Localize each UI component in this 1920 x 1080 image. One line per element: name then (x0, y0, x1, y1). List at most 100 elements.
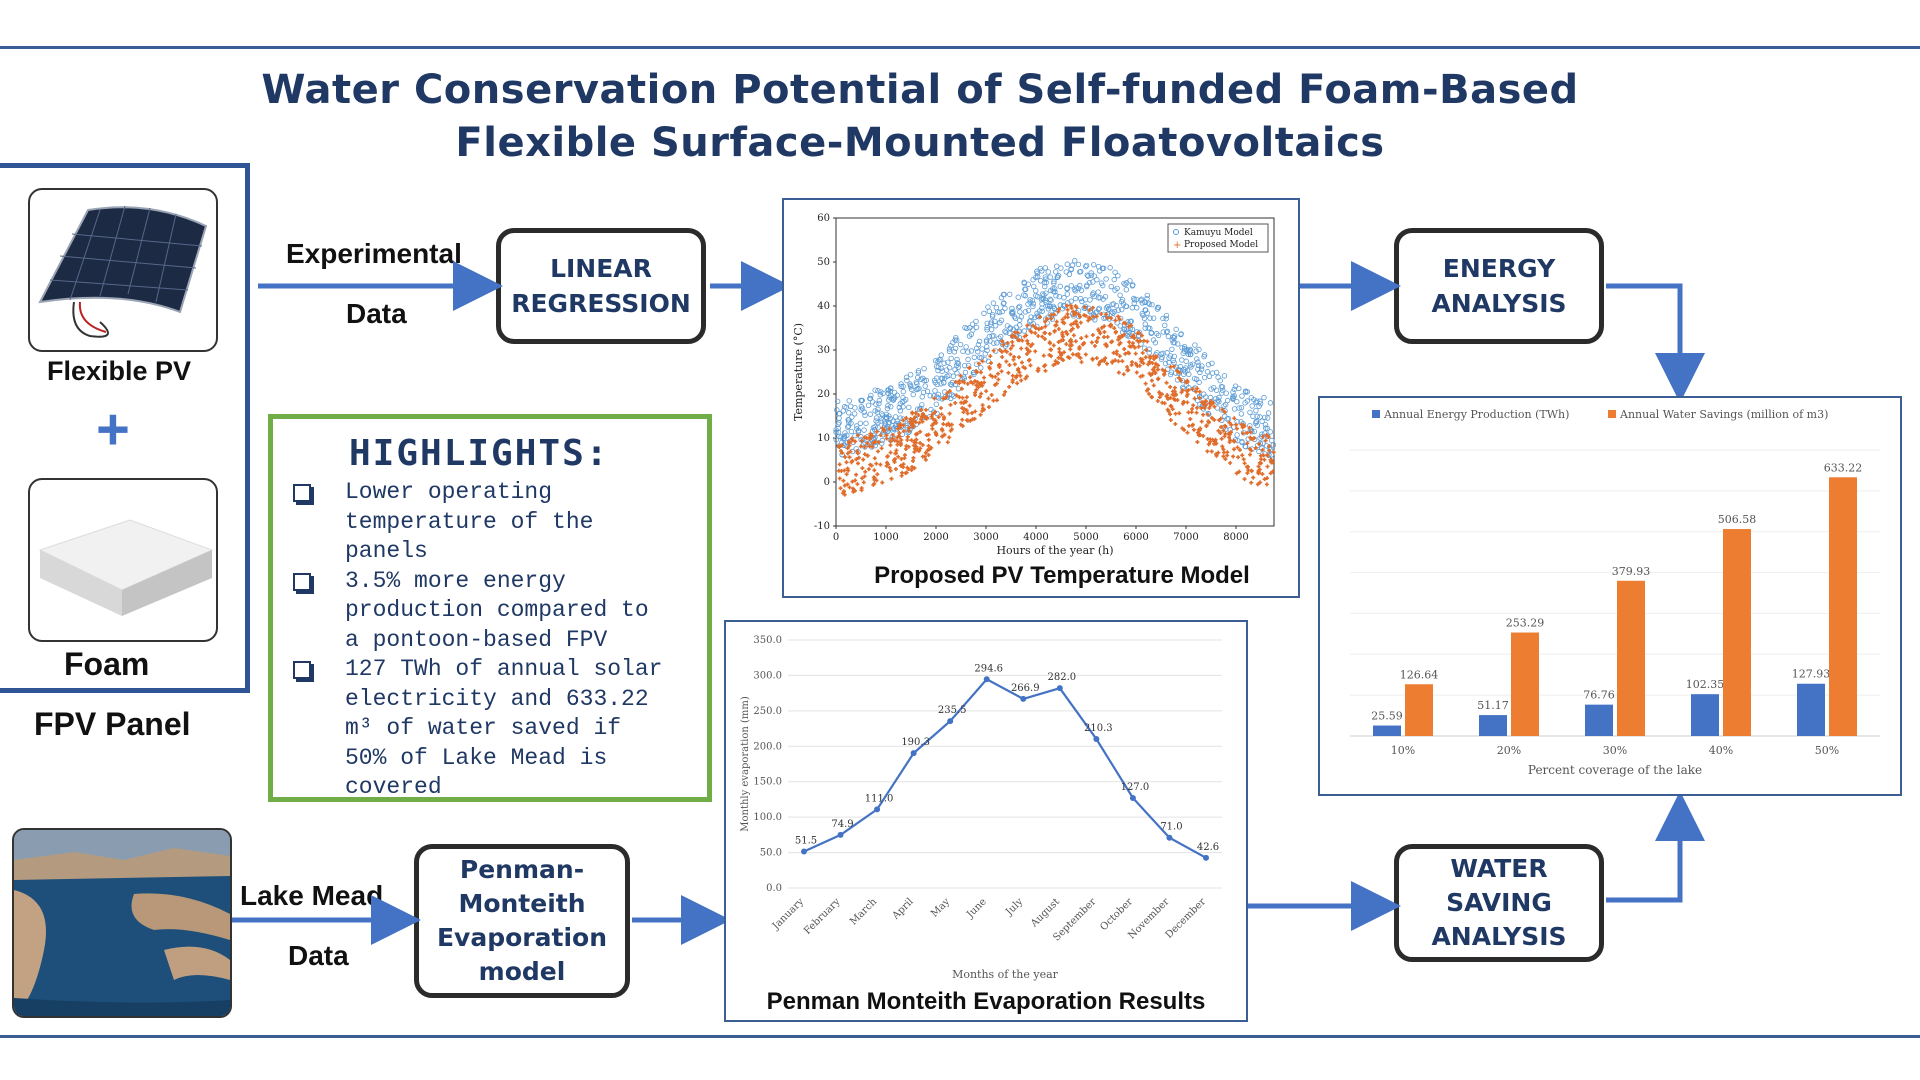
data-point (905, 434, 910, 439)
data-point (1098, 280, 1105, 286)
data-point (1043, 279, 1049, 286)
data-point (1090, 279, 1096, 285)
data-point (883, 414, 890, 420)
data-label: 25.59 (1371, 710, 1403, 723)
data-point (1088, 272, 1094, 279)
data-point (1247, 425, 1252, 430)
data-point (972, 379, 977, 384)
data-point (1121, 326, 1128, 333)
data-point (1074, 319, 1079, 324)
data-point (954, 356, 960, 363)
highlight-item-3: 127 TWh of annual solar electricity and … (273, 655, 707, 803)
data-point (1168, 412, 1173, 417)
penman-line-1: Penman- (459, 855, 585, 884)
data-point (901, 462, 906, 467)
legend-frame (1167, 223, 1269, 253)
data-point (1113, 303, 1120, 309)
data-point (871, 475, 876, 480)
data-point (1219, 436, 1224, 441)
data-point (983, 344, 990, 350)
data-point (854, 423, 860, 429)
data-point (908, 384, 914, 390)
data-point (842, 483, 847, 488)
data-point (1165, 396, 1170, 401)
data-point (878, 462, 883, 467)
checkbox-icon (293, 484, 311, 502)
data-point (1056, 685, 1063, 692)
data-point (1051, 280, 1057, 286)
data-point (902, 453, 907, 458)
data-point (890, 436, 895, 441)
data-point (1007, 362, 1012, 367)
data-point (896, 454, 901, 459)
foam-image (28, 478, 218, 642)
data-point (1262, 422, 1269, 428)
data-point (1179, 357, 1185, 363)
data-point (1228, 430, 1233, 435)
data-point (1206, 420, 1211, 425)
data-point (869, 399, 876, 405)
evaporation-line-chart: 0.0 50.0 100.0 150.0 200.0 250.0 300.0 350.0 Mon… (740, 635, 1222, 981)
data-point (1163, 315, 1169, 322)
data-point (1146, 301, 1153, 307)
x-tick-label: October (1098, 896, 1135, 933)
data-point (1062, 350, 1067, 355)
data-point (1151, 383, 1156, 388)
data-point (994, 398, 999, 403)
highlight-3-line-1: 127 TWh of annual solar (345, 656, 663, 682)
data-point (953, 379, 958, 384)
data-point (1071, 321, 1076, 326)
data-point (926, 437, 931, 442)
data-point (918, 429, 923, 434)
data-point (1205, 412, 1210, 417)
data-point (1090, 261, 1097, 268)
data-point (960, 424, 965, 429)
data-point (1261, 394, 1267, 401)
data-point (1042, 336, 1047, 341)
data-point (1102, 324, 1107, 329)
data-point (853, 439, 858, 444)
data-point (854, 457, 859, 462)
data-point (896, 404, 903, 411)
penman-monteith-box: Penman- Monteith Evaporation model (414, 844, 630, 998)
legend-marker-energy (1372, 410, 1380, 418)
data-point (848, 449, 853, 454)
data-point (850, 438, 855, 443)
data-point (1088, 270, 1094, 276)
data-point (915, 431, 920, 436)
data-point (1113, 318, 1118, 323)
data-point (1253, 419, 1260, 425)
data-point (959, 386, 964, 391)
data-point (879, 437, 885, 444)
data-point (1183, 365, 1189, 371)
data-point (991, 340, 997, 346)
data-point (1256, 464, 1261, 469)
data-point (1034, 270, 1041, 276)
data-point (1222, 409, 1227, 414)
data-point (1223, 431, 1228, 436)
data-point (1051, 343, 1056, 348)
data-point (1099, 265, 1106, 272)
data-point (975, 349, 981, 355)
data-point (1257, 441, 1262, 446)
arrow-water-to-bars (1606, 791, 1705, 903)
temperature-chart-caption: Proposed PV Temperature Model (874, 562, 1250, 589)
data-point (1126, 368, 1131, 373)
data-point (848, 420, 854, 426)
data-point (1065, 332, 1070, 337)
data-label: 76.76 (1583, 689, 1615, 702)
data-point (964, 408, 969, 413)
data-point (1267, 448, 1272, 453)
data-point (920, 443, 925, 448)
y-tick-label: 50.0 (760, 848, 782, 859)
data-point (840, 436, 847, 442)
data-point (1049, 347, 1054, 352)
data-point (1111, 276, 1117, 283)
data-point (1039, 295, 1046, 302)
data-point (922, 454, 927, 459)
data-point (870, 425, 877, 431)
data-point (922, 383, 928, 389)
data-point (1192, 375, 1198, 382)
data-point (1095, 289, 1101, 295)
data-point (873, 415, 880, 421)
